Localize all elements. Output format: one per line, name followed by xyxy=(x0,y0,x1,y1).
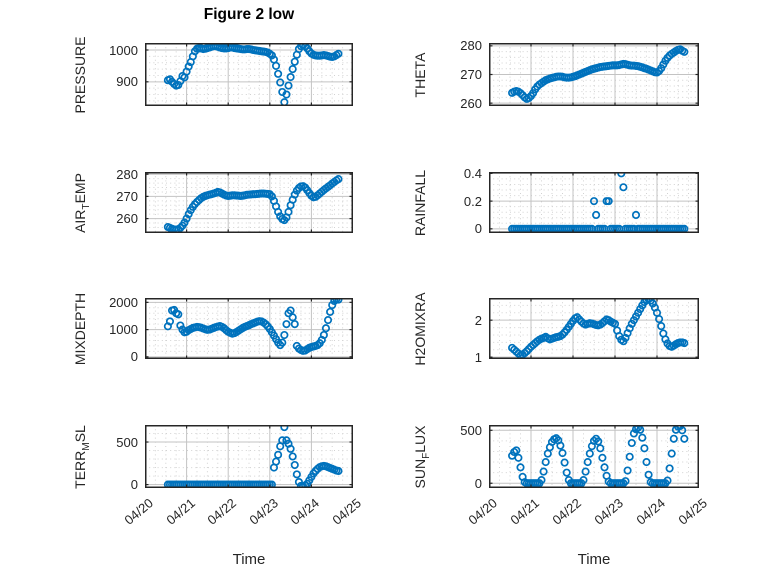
sun-flux-plot xyxy=(489,425,699,488)
sun-flux-xtick-label: 04/20 xyxy=(465,495,500,528)
air-temp-plot xyxy=(145,172,353,233)
mixdepth-ytick-label: 0 xyxy=(130,349,138,365)
rainfall-ytick-label: 0 xyxy=(474,221,482,237)
rainfall-ytick-label: 0.4 xyxy=(463,165,482,181)
sun-flux-xtick-label: 04/24 xyxy=(633,495,668,528)
sun-flux-ylabel: SUNFLUX xyxy=(412,425,432,488)
pressure-ytick-label: 1000 xyxy=(109,42,138,58)
terr-msl-ytick-label: 500 xyxy=(116,434,138,450)
mixdepth-ytick-label: 2000 xyxy=(109,294,138,310)
sun-flux-markers xyxy=(508,425,689,488)
rainfall-ytick-label: 0.2 xyxy=(463,193,482,209)
air-temp-ytick-label: 270 xyxy=(116,188,138,204)
sun-flux-xtick-label: 04/23 xyxy=(591,495,626,528)
air-temp-ytick-label: 280 xyxy=(116,166,138,182)
x-axis-label-left: Time xyxy=(232,551,266,568)
rainfall-plot xyxy=(489,172,699,233)
h2omixra-ytick-label: 1 xyxy=(474,349,482,365)
mixdepth-plot xyxy=(145,298,353,359)
x-axis-label-right: Time xyxy=(577,551,611,568)
pressure-plot xyxy=(145,43,353,106)
terr-msl-markers xyxy=(163,425,343,488)
sun-flux-xtick-label: 04/25 xyxy=(675,495,710,528)
pressure-ytick-label: 900 xyxy=(116,74,138,90)
theta-ytick-label: 270 xyxy=(460,67,482,82)
terr-msl-ytick-label: 0 xyxy=(130,477,138,493)
mixdepth-ytick-label: 1000 xyxy=(109,322,138,338)
h2omixra-ytick-label: 2 xyxy=(474,312,482,328)
sun-flux-xtick-label: 04/21 xyxy=(507,495,542,528)
theta-plot xyxy=(489,43,699,106)
theta-ytick-label: 260 xyxy=(460,95,482,111)
sun-flux-xtick-label: 04/22 xyxy=(549,495,584,528)
h2omixra-plot xyxy=(489,298,699,359)
terr-msl-ylabel: TERRMSL xyxy=(72,424,92,489)
sun-flux-ytick-label: 500 xyxy=(460,422,482,438)
pressure-markers xyxy=(163,43,343,106)
theta-ytick-label: 280 xyxy=(460,38,482,54)
air-temp-markers xyxy=(163,175,343,233)
sun-flux-ytick-label: 0 xyxy=(474,475,482,491)
figure-title: Figure 2 low xyxy=(203,6,295,23)
terr-msl-xtick-label: 04/20 xyxy=(121,495,156,528)
terr-msl-plot xyxy=(145,425,353,488)
terr-msl-xtick-label: 04/25 xyxy=(329,495,364,528)
air-temp-ytick-label: 260 xyxy=(116,211,138,227)
theta-markers xyxy=(508,45,689,103)
h2omixra-markers xyxy=(508,298,689,359)
